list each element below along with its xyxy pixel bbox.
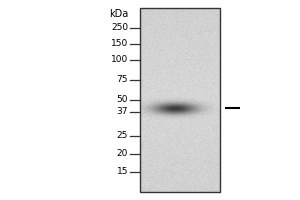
Text: 50: 50 <box>116 96 128 104</box>
Text: 100: 100 <box>111 55 128 64</box>
Text: 75: 75 <box>116 75 128 84</box>
Bar <box>140 8 220 192</box>
Text: kDa: kDa <box>109 9 128 19</box>
Text: 15: 15 <box>116 168 128 176</box>
Text: 20: 20 <box>117 150 128 158</box>
Text: 150: 150 <box>111 40 128 48</box>
Text: 25: 25 <box>117 132 128 140</box>
Text: 250: 250 <box>111 23 128 32</box>
Text: 37: 37 <box>116 108 128 116</box>
